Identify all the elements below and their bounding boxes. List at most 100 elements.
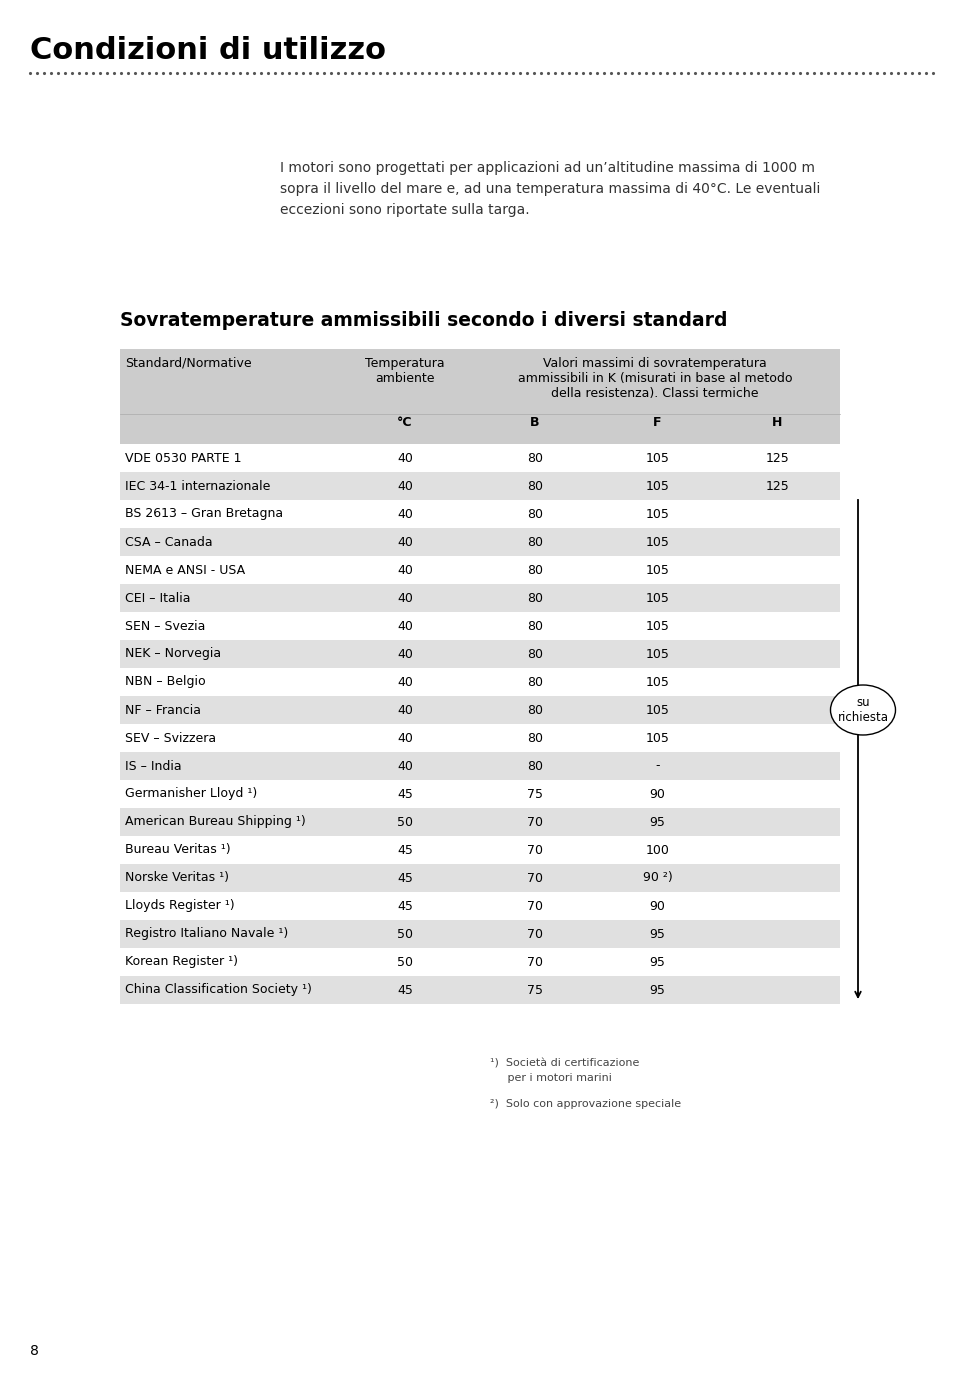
Bar [120, 583, 840, 612]
Text: 70: 70 [527, 900, 543, 912]
Text: Bureau Veritas ¹): Bureau Veritas ¹) [125, 843, 230, 856]
Text: 50: 50 [397, 816, 413, 828]
Text: 105: 105 [645, 732, 669, 744]
Text: 45: 45 [397, 871, 413, 885]
Text: 80: 80 [527, 479, 543, 493]
Text: 40: 40 [397, 732, 413, 744]
Text: Lloyds Register ¹): Lloyds Register ¹) [125, 900, 234, 912]
Text: Norske Veritas ¹): Norske Veritas ¹) [125, 871, 229, 885]
Text: 80: 80 [527, 760, 543, 772]
Text: ²)  Solo con approvazione speciale: ²) Solo con approvazione speciale [490, 1099, 682, 1109]
Text: China Classification Society ¹): China Classification Society ¹) [125, 984, 312, 996]
Text: 80: 80 [527, 508, 543, 520]
Text: I motori sono progettati per applicazioni ad un’altitudine massima di 1000 m
sop: I motori sono progettati per applicazion… [280, 161, 821, 217]
Text: 95: 95 [650, 816, 665, 828]
Bar [120, 612, 840, 640]
Text: 80: 80 [527, 451, 543, 465]
Text: 75: 75 [527, 984, 543, 996]
Text: 105: 105 [645, 648, 669, 660]
Text: 105: 105 [645, 508, 669, 520]
Text: 70: 70 [527, 816, 543, 828]
Text: 80: 80 [527, 676, 543, 688]
Text: 105: 105 [645, 619, 669, 633]
Bar [120, 948, 840, 976]
Text: 125: 125 [766, 479, 789, 493]
Text: NEK – Norvegia: NEK – Norvegia [125, 648, 221, 660]
Bar [120, 892, 840, 921]
Text: SEV – Svizzera: SEV – Svizzera [125, 732, 216, 744]
Text: 105: 105 [645, 535, 669, 549]
Text: 95: 95 [650, 927, 665, 941]
Text: -: - [656, 760, 660, 772]
Text: Standard/Normative: Standard/Normative [125, 356, 252, 370]
Text: 70: 70 [527, 927, 543, 941]
Text: 40: 40 [397, 619, 413, 633]
Bar [120, 640, 840, 667]
Text: 40: 40 [397, 479, 413, 493]
Text: 70: 70 [527, 843, 543, 856]
Text: 95: 95 [650, 984, 665, 996]
Text: SEN – Svezia: SEN – Svezia [125, 619, 205, 633]
Text: 105: 105 [645, 703, 669, 717]
Bar [120, 921, 840, 948]
Text: 80: 80 [527, 564, 543, 577]
Text: 70: 70 [527, 871, 543, 885]
Text: 80: 80 [527, 535, 543, 549]
Text: 75: 75 [527, 787, 543, 801]
Text: 40: 40 [397, 564, 413, 577]
Text: CEI – Italia: CEI – Italia [125, 592, 190, 604]
Bar [120, 444, 840, 472]
Text: Germanisher Lloyd ¹): Germanisher Lloyd ¹) [125, 787, 257, 801]
Text: 105: 105 [645, 479, 669, 493]
Bar [120, 808, 840, 837]
Bar [120, 499, 840, 528]
Text: 80: 80 [527, 732, 543, 744]
Text: Korean Register ¹): Korean Register ¹) [125, 955, 238, 969]
Text: 40: 40 [397, 676, 413, 688]
Text: 40: 40 [397, 535, 413, 549]
Bar [120, 724, 840, 753]
Text: 80: 80 [527, 648, 543, 660]
Text: Registro Italiano Navale ¹): Registro Italiano Navale ¹) [125, 927, 288, 941]
Text: 70: 70 [527, 955, 543, 969]
Text: NF – Francia: NF – Francia [125, 703, 201, 717]
Text: VDE 0530 PARTE 1: VDE 0530 PARTE 1 [125, 451, 242, 465]
Text: °C: °C [397, 416, 413, 429]
Text: 105: 105 [645, 564, 669, 577]
Text: 40: 40 [397, 648, 413, 660]
Text: 50: 50 [397, 955, 413, 969]
Text: per i motori marini: per i motori marini [490, 1073, 612, 1083]
Text: Sovratemperature ammissibili secondo i diversi standard: Sovratemperature ammissibili secondo i d… [120, 311, 728, 330]
Text: ¹)  Società di certificazione: ¹) Società di certificazione [490, 1060, 639, 1069]
Text: Temperatura
ambiente: Temperatura ambiente [365, 356, 444, 385]
Text: 105: 105 [645, 676, 669, 688]
Bar [120, 753, 840, 780]
Text: 90: 90 [650, 900, 665, 912]
Ellipse shape [830, 685, 896, 735]
Text: CSA – Canada: CSA – Canada [125, 535, 212, 549]
Bar [120, 864, 840, 892]
Text: 50: 50 [397, 927, 413, 941]
Text: 80: 80 [527, 619, 543, 633]
Bar [120, 667, 840, 696]
Text: su
richiesta: su richiesta [837, 696, 889, 724]
Bar [120, 350, 840, 444]
Text: NBN – Belgio: NBN – Belgio [125, 676, 205, 688]
Text: 45: 45 [397, 787, 413, 801]
Text: B: B [530, 416, 540, 429]
Bar [120, 780, 840, 808]
Text: BS 2613 – Gran Bretagna: BS 2613 – Gran Bretagna [125, 508, 283, 520]
Text: NEMA e ANSI - USA: NEMA e ANSI - USA [125, 564, 245, 577]
Bar [120, 837, 840, 864]
Text: 105: 105 [645, 592, 669, 604]
Text: 90 ²): 90 ²) [642, 871, 672, 885]
Text: 40: 40 [397, 760, 413, 772]
Text: American Bureau Shipping ¹): American Bureau Shipping ¹) [125, 816, 305, 828]
Text: IS – India: IS – India [125, 760, 181, 772]
Text: 80: 80 [527, 703, 543, 717]
Text: 90: 90 [650, 787, 665, 801]
Bar [120, 976, 840, 1004]
Text: F: F [653, 416, 661, 429]
Text: 80: 80 [527, 592, 543, 604]
Text: 40: 40 [397, 703, 413, 717]
